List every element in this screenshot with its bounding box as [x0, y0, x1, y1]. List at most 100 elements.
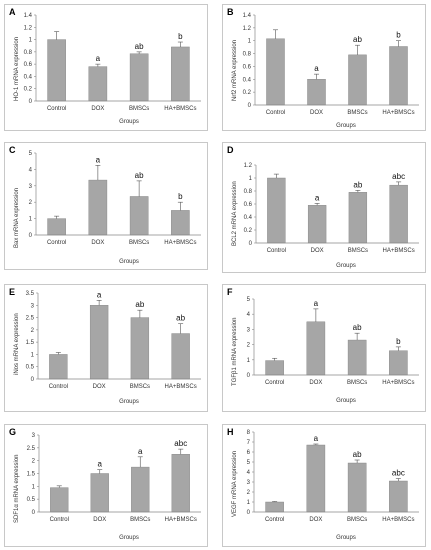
bar-chart: 0 1 2 3 4 5 6 7 8 Control a DOX ab BMSCs abc HA+BMSCs	[247, 430, 419, 523]
y-tick-label: 0.6	[244, 202, 253, 208]
y-tick-label: 1	[248, 39, 252, 45]
significance-label: b	[396, 31, 401, 40]
y-tick-label: 0.5	[27, 497, 36, 503]
chart-panel-g: G SDF1α mRNA expression Groups 0 0.5 1 1.5 2…	[4, 424, 208, 547]
x-axis-label: Groups	[336, 398, 356, 404]
y-tick-label: 6	[247, 450, 251, 456]
bar	[47, 218, 66, 236]
chart-panel-b: B Nrf2 mRNA expression Groups 0 0.2 0.4 0.6…	[222, 4, 426, 131]
x-axis-label: Groups	[336, 123, 356, 129]
y-tick-label: 0.4	[24, 74, 33, 80]
bar	[49, 354, 68, 380]
y-tick-label: 3	[31, 303, 35, 309]
bar	[129, 196, 149, 236]
y-tick-label: 0	[31, 377, 35, 383]
y-tick-label: 3	[29, 184, 33, 190]
significance-label: ab	[353, 180, 362, 189]
bar-chart: 0 0.5 1 1.5 2 2.5 3 3.5 Control a DOX ab BMSCs ab HA+B…	[26, 290, 201, 390]
y-tick-label: 1	[31, 352, 35, 358]
x-tick-label: BMSCs	[130, 517, 150, 523]
panel-label: B	[227, 7, 234, 17]
y-tick-label: 5	[247, 297, 251, 303]
x-tick-label: HA+BMSCs	[165, 384, 197, 390]
y-tick-label: 0	[249, 241, 253, 247]
x-tick-label: BMSCs	[129, 240, 149, 246]
y-tick-label: 0	[29, 99, 33, 105]
y-tick-label: 0.2	[24, 87, 33, 93]
significance-label: ab	[353, 35, 362, 44]
y-tick-label: 0.6	[243, 64, 252, 70]
significance-label: a	[98, 460, 103, 469]
bar	[171, 333, 190, 380]
y-tick-label: 1	[29, 38, 33, 44]
y-tick-label: 4	[29, 167, 33, 173]
bar	[130, 317, 150, 380]
x-tick-label: DOX	[311, 248, 324, 254]
x-tick-label: Control	[265, 380, 284, 386]
chart-panel-e: E iNos mRNA expression Groups 0 0.5 1 1.5 2 2…	[4, 284, 208, 412]
x-axis-label: Groups	[119, 259, 139, 265]
bar	[389, 480, 408, 513]
bar	[348, 54, 367, 106]
y-tick-label: 3.5	[26, 291, 35, 297]
bar	[347, 462, 367, 513]
x-tick-label: DOX	[93, 517, 106, 523]
x-tick-label: DOX	[309, 380, 322, 386]
y-tick-label: 1.2	[24, 25, 33, 31]
panel-label: F	[227, 287, 233, 297]
bar	[171, 46, 190, 102]
x-tick-label: BMSCs	[347, 110, 367, 116]
panel-label: D	[227, 145, 234, 155]
significance-label: b	[396, 337, 401, 346]
x-tick-label: DOX	[91, 106, 104, 112]
y-tick-label: 1.5	[27, 472, 36, 478]
significance-label: b	[178, 192, 183, 201]
bar	[88, 66, 108, 102]
significance-label: ab	[135, 42, 144, 51]
y-tick-label: 0	[248, 103, 252, 109]
bar-chart: 0 1 2 3 4 5 Control a DOX ab BMSCs b HA+BMSCs	[29, 151, 201, 246]
y-tick-label: 3	[247, 480, 251, 486]
x-tick-label: BMSCs	[347, 517, 367, 523]
y-tick-label: 0.5	[26, 365, 35, 371]
x-tick-label: HA+BMSCs	[164, 240, 196, 246]
x-tick-label: Control	[50, 517, 69, 523]
bar	[50, 487, 69, 513]
x-tick-label: DOX	[309, 517, 322, 523]
x-tick-label: DOX	[310, 110, 323, 116]
panel-label: G	[9, 427, 17, 437]
y-tick-label: 0.8	[244, 189, 253, 195]
y-tick-label: 2	[247, 343, 251, 349]
significance-label: b	[178, 32, 183, 41]
significance-label: ab	[353, 450, 362, 459]
significance-label: ab	[135, 171, 144, 180]
bar-chart: 0 0.5 1 1.5 2 2.5 3 Control a DOX a BMSCs abc HA+BMSC…	[27, 433, 201, 523]
bar	[265, 501, 284, 513]
y-tick-label: 2.5	[27, 446, 36, 452]
y-tick-label: 5	[29, 151, 33, 157]
x-axis-label: Groups	[336, 263, 356, 269]
x-tick-label: DOX	[91, 240, 104, 246]
bar	[347, 339, 367, 376]
panel-label: C	[9, 145, 16, 155]
y-tick-label: 4	[247, 312, 251, 318]
x-axis-label: Groups	[336, 535, 356, 541]
y-tick-label: 0.8	[24, 50, 33, 56]
y-tick-label: 1	[247, 358, 251, 364]
significance-label: abc	[392, 172, 405, 181]
panel-label: E	[9, 287, 16, 297]
bar	[88, 179, 108, 236]
x-axis-label: Groups	[119, 399, 139, 405]
x-tick-label: HA+BMSCs	[382, 380, 414, 386]
chart-panel-f: F TGFβ1 mRNA expression Groups 0 1 2 3 4 5 Con…	[222, 284, 426, 412]
bar	[306, 321, 326, 376]
x-tick-label: DOX	[93, 384, 106, 390]
x-tick-label: Control	[265, 517, 284, 523]
y-tick-label: 0.2	[243, 90, 252, 96]
y-tick-label: 1.4	[243, 13, 252, 19]
x-axis-label: Groups	[119, 535, 139, 541]
bar	[307, 205, 327, 244]
x-tick-label: BMSCs	[129, 106, 149, 112]
y-tick-label: 1.2	[244, 163, 253, 169]
